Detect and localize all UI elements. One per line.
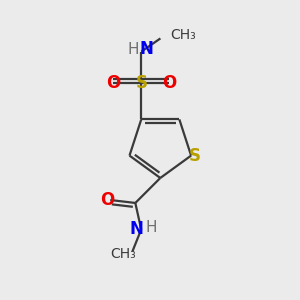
Text: N: N bbox=[140, 40, 154, 58]
Text: O: O bbox=[100, 191, 115, 209]
Text: H: H bbox=[146, 220, 157, 236]
Text: S: S bbox=[189, 147, 201, 165]
Text: O: O bbox=[106, 74, 120, 92]
Text: N: N bbox=[130, 220, 144, 238]
Text: CH₃: CH₃ bbox=[171, 28, 196, 43]
Text: CH₃: CH₃ bbox=[111, 248, 136, 262]
Text: S: S bbox=[135, 74, 147, 92]
Text: O: O bbox=[162, 74, 176, 92]
Text: H: H bbox=[127, 42, 139, 57]
